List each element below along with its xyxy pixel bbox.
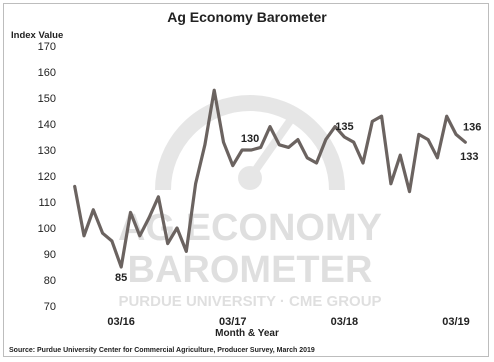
watermark-line2: BAROMETER <box>128 249 373 291</box>
data-label: 135 <box>335 121 353 133</box>
x-tick-label: 03/19 <box>442 316 470 328</box>
gauge-icon <box>155 95 345 191</box>
source-note: Source: Purdue University Center for Com… <box>9 347 315 354</box>
data-label: 85 <box>115 272 127 284</box>
y-tick-label: 70 <box>44 301 56 313</box>
chart-title: Ag Economy Barometer <box>167 9 327 25</box>
y-tick-label: 80 <box>44 275 56 287</box>
y-tick-label: 90 <box>44 249 56 261</box>
y-tick-label: 160 <box>38 67 56 79</box>
data-label: 133 <box>460 151 478 163</box>
x-axis-title: Month & Year <box>215 328 279 339</box>
watermark-line1: AG ECONOMY <box>118 207 382 249</box>
y-tick-label: 170 <box>38 41 56 53</box>
y-tick-label: 100 <box>38 223 56 235</box>
watermark-logo: AG ECONOMY BAROMETER PURDUE UNIVERSITY ·… <box>118 95 382 310</box>
series-line <box>73 88 467 269</box>
y-tick-label: 110 <box>38 197 56 209</box>
x-tick-label: 03/16 <box>107 316 135 328</box>
y-tick-label: 130 <box>38 145 56 157</box>
y-tick-label: 120 <box>38 171 56 183</box>
y-tick-label: 150 <box>38 93 56 105</box>
y-tick-label: 140 <box>38 119 56 131</box>
data-label: 136 <box>463 121 481 133</box>
y-axis-title: Index Value <box>11 30 64 41</box>
x-tick-label: 03/18 <box>331 316 359 328</box>
data-label: 130 <box>241 133 259 145</box>
watermark-line3: PURDUE UNIVERSITY · CME GROUP <box>118 293 381 310</box>
x-tick-label: 03/17 <box>219 316 247 328</box>
